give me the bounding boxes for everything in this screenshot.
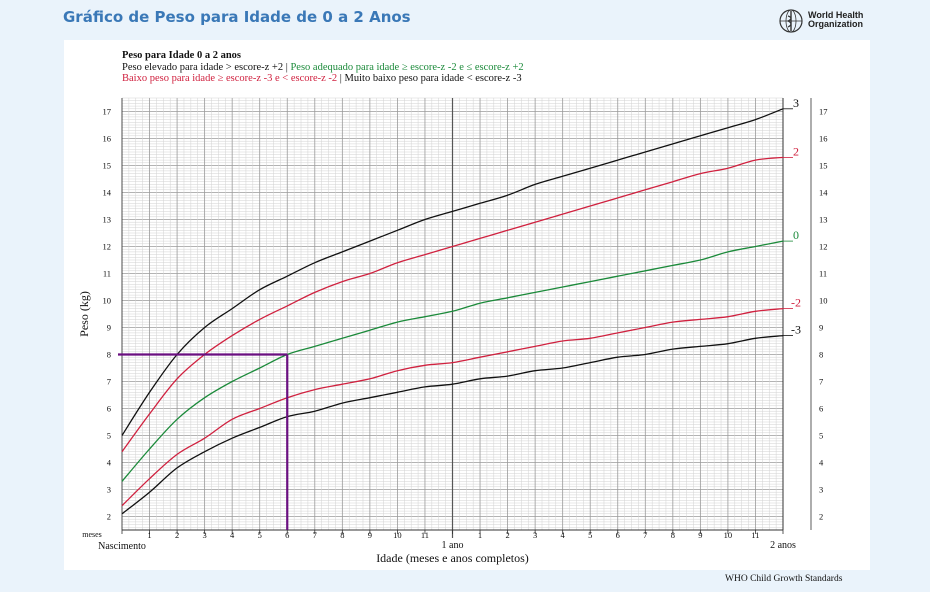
y-tick-label-right: 14 xyxy=(819,188,828,198)
y-tick-label-right: 12 xyxy=(819,242,828,252)
y-tick-label-left: 10 xyxy=(103,296,112,306)
series-label-z0: 0 xyxy=(793,228,799,242)
who-name: World Health Organization xyxy=(808,11,863,29)
y-tick-label-left: 14 xyxy=(103,188,112,198)
y-tick-label-left: 9 xyxy=(107,323,111,333)
y-tick-label-left: 8 xyxy=(107,350,111,360)
who-name-line1: World Health xyxy=(808,10,864,20)
x-tick-label: 9 xyxy=(698,530,702,540)
x-tick-label: 11 xyxy=(421,530,429,540)
series-label-z-3: -3 xyxy=(791,323,801,337)
y-tick-label-right: 6 xyxy=(819,404,823,414)
y-tick-label-right: 5 xyxy=(819,431,823,441)
y-tick-label-left: 5 xyxy=(107,431,111,441)
x-tick-label: 8 xyxy=(340,530,344,540)
y-tick-label-left: 12 xyxy=(103,242,112,252)
series-line-z-3 xyxy=(121,334,784,515)
x-landmark-label: 1 ano xyxy=(442,540,464,551)
y-tick-label-right: 10 xyxy=(819,296,828,306)
y-tick-label-right: 9 xyxy=(819,323,823,333)
x-tick-label: 7 xyxy=(313,530,317,540)
x-tick-label: 6 xyxy=(616,530,620,540)
y-tick-label-right: 4 xyxy=(819,458,824,468)
x-tick-label: 2 xyxy=(175,530,179,540)
x-tick-label: 3 xyxy=(203,530,207,540)
y-tick-label-left: 3 xyxy=(107,485,111,495)
x-landmark-label: Nascimento xyxy=(98,541,146,552)
y-tick-label-left: 16 xyxy=(103,134,112,144)
series-line-z2 xyxy=(121,156,784,453)
y-tick-label-right: 16 xyxy=(819,134,828,144)
legend-adequate-weight: Peso adequado para idade ≥ escore-z -2 e… xyxy=(290,61,524,73)
y-tick-label-left: 17 xyxy=(103,107,112,117)
series-label-z2: 2 xyxy=(793,144,799,158)
x-tick-label: 10 xyxy=(393,530,402,540)
legend-line-upper: Peso elevado para idade > escore-z +2 | … xyxy=(122,62,524,74)
x-tick-label: 7 xyxy=(643,530,647,540)
x-tick-label: 11 xyxy=(751,530,759,540)
y-tick-label-right: 13 xyxy=(819,215,828,225)
x-tick-label: 10 xyxy=(724,530,733,540)
x-tick-label: 6 xyxy=(285,530,289,540)
series-label-z3: 3 xyxy=(793,96,799,110)
chart-panel xyxy=(64,40,870,570)
x-tick-label: 8 xyxy=(671,530,675,540)
legend-line-lower: Baixo peso para idade ≥ escore-z -3 e < … xyxy=(122,73,524,85)
y-tick-label-right: 8 xyxy=(819,350,823,360)
x-tick-label: 1 xyxy=(478,530,482,540)
x-landmark-label: 2 anos xyxy=(770,540,796,551)
y-tick-label-left: 7 xyxy=(107,377,111,387)
legend-very-low-weight: | Muito baixo peso para idade < escore-z… xyxy=(337,73,522,84)
x-tick-label: 1 xyxy=(147,530,151,540)
series-line-z3 xyxy=(121,108,784,436)
x-tick-label: 4 xyxy=(230,530,235,540)
legend-high-weight: Peso elevado para idade > escore-z +2 | xyxy=(122,61,291,73)
reading-marker xyxy=(118,353,289,530)
y-tick-label-left: 13 xyxy=(103,215,112,225)
axis-labels: 1 2 3 4 5 6 7 8 9 10 11 1 2 3 4 5 6 7 8 9 10 11mesesNasciment… xyxy=(77,107,828,566)
y-tick-label-right: 15 xyxy=(819,161,828,171)
y-tick-label-left: 4 xyxy=(107,458,112,468)
x-tick-label: 9 xyxy=(368,530,372,540)
x-tick-label: 5 xyxy=(588,530,592,540)
who-emblem-icon xyxy=(779,9,803,33)
y-tick-label-right: 3 xyxy=(819,485,823,495)
page-title: Gráfico de Peso para Idade de 0 a 2 Anos xyxy=(63,8,411,26)
x-unit-label: meses xyxy=(82,530,102,539)
series-line-z-2 xyxy=(121,307,784,507)
y-tick-label-right: 17 xyxy=(819,107,828,117)
chart-title: Peso para Idade 0 a 2 anos xyxy=(122,50,242,61)
axes xyxy=(121,98,812,538)
y-tick-label-left: 15 xyxy=(103,161,112,171)
chart-header: Peso para Idade 0 a 2 anos Peso elevado … xyxy=(122,50,524,85)
y-tick-label-right: 11 xyxy=(819,269,827,279)
x-tick-label: 5 xyxy=(258,530,262,540)
y-tick-label-right: 7 xyxy=(819,377,823,387)
y-tick-label-left: 11 xyxy=(103,269,111,279)
x-axis-title: Idade (meses e anos completos) xyxy=(376,551,529,565)
legend-low-weight: Baixo peso para idade ≥ escore-z -3 e < … xyxy=(122,73,338,84)
y-axis-title: Peso (kg) xyxy=(77,291,91,337)
y-tick-label-left: 6 xyxy=(107,404,111,414)
series-group: 3 2 0 -2 -3 xyxy=(121,96,801,515)
y-tick-label-right: 2 xyxy=(819,512,823,522)
x-tick-label: 4 xyxy=(561,530,566,540)
footer-source: WHO Child Growth Standards xyxy=(725,574,843,584)
who-name-line2: Organization xyxy=(808,19,864,29)
y-tick-label-left: 2 xyxy=(107,512,111,522)
x-tick-label: 3 xyxy=(533,530,537,540)
series-line-z0 xyxy=(121,240,784,482)
x-tick-label: 2 xyxy=(505,530,509,540)
series-label-z-2: -2 xyxy=(791,296,801,310)
